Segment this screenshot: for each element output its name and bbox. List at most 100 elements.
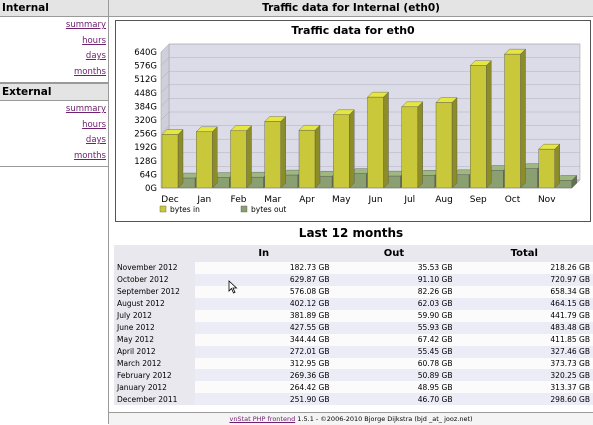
cell-total: 218.26 GB [455, 262, 593, 274]
table-row: July 2012 381.89 GB 59.90 GB 441.79 GB [114, 309, 593, 322]
monthly-traffic-table: In Out Total November 2012 182.73 GB 35.53… [114, 245, 593, 406]
sidebar-links-internal: summary hours days months [0, 17, 108, 83]
cell-out: 67.42 GB [332, 333, 456, 346]
table-row: November 2012 182.73 GB 35.53 GB 218.26 GB [114, 262, 593, 274]
cell-out: 55.45 GB [332, 345, 456, 358]
cell-label: February 2012 [114, 369, 195, 382]
bar-bytes-in-side [177, 128, 184, 189]
cell-in: 344.44 GB [195, 333, 333, 346]
vnstat-frontend-link[interactable]: vnStat PHP frontend [229, 415, 296, 423]
cell-total: 720.97 GB [455, 273, 593, 286]
cell-label: September 2012 [114, 285, 195, 298]
internal-months-link[interactable]: months [73, 66, 106, 77]
table-row: September 2012 576.08 GB 82.26 GB 658.34 GB [114, 285, 593, 298]
cell-label: April 2012 [114, 345, 195, 358]
cell-total: 483.48 GB [455, 321, 593, 334]
external-months-link[interactable]: months [73, 150, 106, 161]
cell-in: 427.55 GB [195, 321, 333, 334]
bar-bytes-in-side [349, 109, 355, 189]
y-tick-label: 128G [134, 157, 157, 167]
cell-total: 464.15 GB [455, 297, 593, 310]
sidebar-heading-external: External [0, 83, 108, 101]
gridline-diagonal [160, 43, 170, 53]
table-title: Last 12 months [298, 226, 404, 240]
cell-label: November 2012 [114, 262, 195, 274]
header-label [114, 245, 195, 262]
cell-total: 411.85 GB [455, 333, 593, 346]
y-tick-label: 384G [134, 102, 157, 112]
external-summary-link[interactable]: summary [65, 104, 106, 114]
traffic-chart-svg: Traffic data for eth0 0G 64G 128G 192G 256G 32… [134, 24, 581, 214]
bar-bytes-in [161, 134, 179, 189]
gridline-diagonal [160, 111, 170, 121]
cell-in: 182.73 GB [195, 262, 333, 274]
external-days-link[interactable]: days [85, 135, 106, 145]
table-row: March 2012 312.95 GB 60.78 GB 373.73 GB [114, 357, 593, 370]
cell-in: 272.01 GB [195, 345, 333, 358]
x-tick-label: Nov [538, 195, 556, 205]
external-hours-link[interactable]: hours [82, 119, 106, 130]
table-header-row: In Out Total [114, 245, 593, 262]
cell-out: 59.90 GB [332, 309, 456, 322]
legend-label: bytes in [170, 205, 200, 214]
cell-out: 91.10 GB [332, 273, 456, 286]
sidebar-links-external: summary hours days months [0, 101, 108, 167]
y-tick-label: 640G [134, 48, 157, 58]
footer-credit: 1.5.1 - ©2006-2010 Bjorge Dijkstra (bjd … [295, 415, 473, 423]
cell-label: January 2012 [114, 381, 195, 394]
cell-out: 35.53 GB [332, 262, 456, 274]
bar-bytes-in [401, 106, 418, 189]
x-tick-label: Jun [367, 195, 382, 205]
x-tick-label: Feb [231, 195, 247, 205]
header-total: Total [455, 245, 593, 262]
table-row: August 2012 402.12 GB 62.03 GB 464.15 GB [114, 297, 593, 310]
cell-total: 320.25 GB [455, 369, 593, 382]
bar-bytes-in-side [212, 126, 218, 189]
bar-bytes-in-side [451, 97, 458, 189]
bar-bytes-in-side [520, 48, 526, 189]
table-row: January 2012 264.42 GB 48.95 GB 313.37 GB [114, 381, 593, 394]
cell-out: 60.78 GB [332, 357, 456, 370]
cell-label: October 2012 [114, 273, 195, 286]
bar-bytes-in [435, 102, 453, 189]
cell-in: 251.90 GB [195, 393, 333, 406]
bar-bytes-in [230, 130, 247, 189]
cell-out: 82.26 GB [332, 285, 456, 298]
x-tick-label: Oct [505, 195, 521, 205]
internal-summary-link[interactable]: summary [65, 20, 106, 30]
x-tick-label: Jan [196, 195, 211, 205]
y-tick-label: 64G [140, 170, 157, 180]
cell-total: 298.60 GB [455, 393, 593, 406]
y-tick-label: 320G [134, 116, 157, 126]
traffic-chart: Traffic data for eth0 0G 64G 128G 192G 256G 32… [115, 20, 591, 222]
cell-out: 55.93 GB [332, 321, 456, 334]
bar-bytes-in [470, 65, 487, 189]
header-out: Out [332, 245, 456, 262]
bar-bytes-in-side [314, 124, 321, 189]
cell-label: May 2012 [114, 333, 195, 346]
y-tick-label: 192G [134, 143, 157, 153]
cell-total: 327.46 GB [455, 345, 593, 358]
cell-out: 62.03 GB [332, 297, 456, 310]
gridline-diagonal [160, 125, 170, 134]
bar-bytes-in-side [280, 116, 286, 189]
bar-bytes-in [264, 121, 281, 189]
internal-days-link[interactable]: days [85, 51, 106, 61]
page-title: Traffic data for Internal (eth0) [109, 0, 593, 17]
bar-bytes-in [367, 96, 384, 189]
internal-hours-link[interactable]: hours [82, 35, 106, 46]
sidebar: Internal summary hours days months Exter… [0, 0, 109, 424]
cell-out: 48.95 GB [332, 381, 456, 394]
cell-label: June 2012 [114, 321, 195, 334]
gridline-diagonal [160, 71, 170, 80]
bar-bytes-in-side [383, 91, 389, 189]
mouse-cursor-icon [228, 280, 238, 294]
bar-bytes-in [196, 131, 213, 189]
cell-out: 50.89 GB [332, 369, 456, 382]
cell-label: July 2012 [114, 309, 195, 322]
table-row: June 2012 427.55 GB 55.93 GB 483.48 GB [114, 321, 593, 334]
bar-bytes-in [298, 129, 316, 189]
table-row: February 2012 269.36 GB 50.89 GB 320.25 GB [114, 369, 593, 382]
y-tick-label: 576G [134, 62, 157, 72]
cell-in: 381.89 GB [195, 309, 333, 322]
